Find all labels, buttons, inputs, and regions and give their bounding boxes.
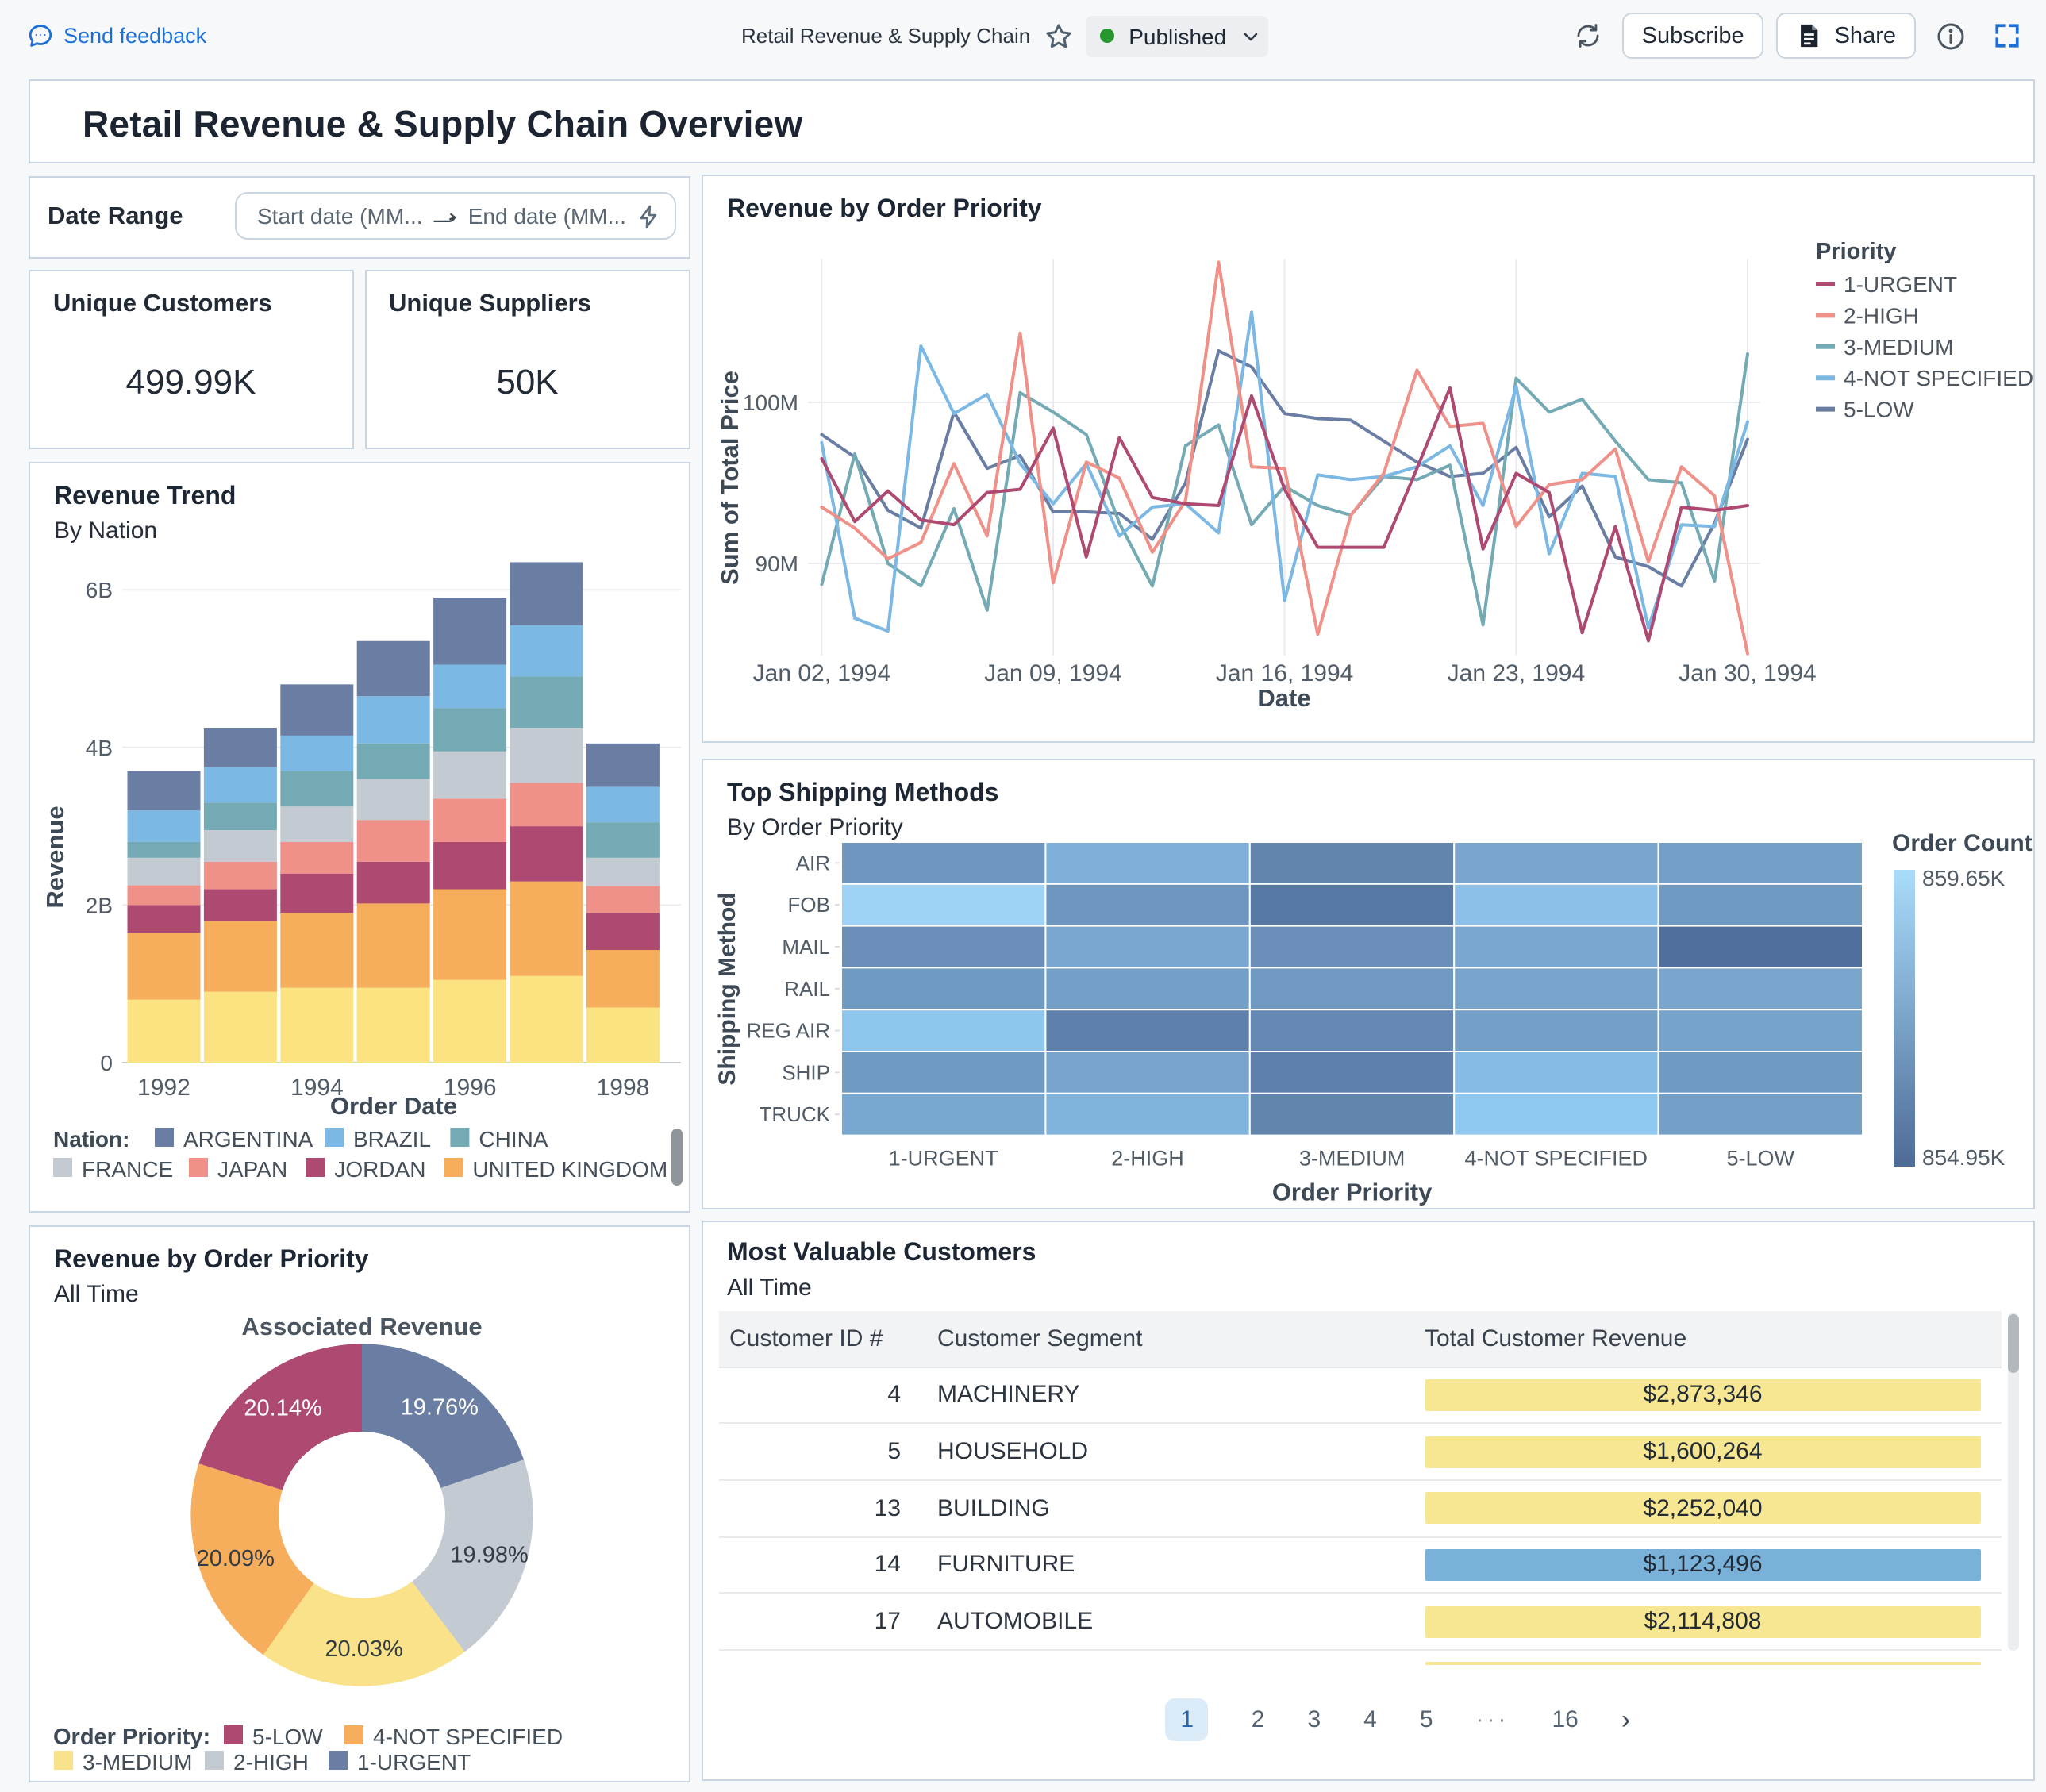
svg-text:MAIL: MAIL — [782, 934, 830, 958]
svg-text:20.14%: 20.14% — [244, 1396, 321, 1421]
svg-text:854.95K: 854.95K — [1922, 1144, 2006, 1169]
svg-text:Order Date: Order Date — [330, 1092, 457, 1120]
svg-text:Nation:: Nation: — [53, 1127, 129, 1152]
svg-text:20.03%: 20.03% — [325, 1636, 402, 1662]
svg-text:19.76%: 19.76% — [401, 1394, 479, 1420]
svg-text:6B: 6B — [86, 578, 113, 602]
svg-text:2-HIGH: 2-HIGH — [1111, 1146, 1184, 1170]
svg-text:BRAZIL: BRAZIL — [353, 1127, 431, 1152]
svg-text:CHINA: CHINA — [479, 1127, 548, 1152]
svg-text:FRANCE: FRANCE — [82, 1157, 173, 1182]
svg-text:RAIL: RAIL — [784, 976, 830, 1000]
svg-text:Jan 23, 1994: Jan 23, 1994 — [1448, 660, 1585, 686]
svg-text:Revenue by Order Priority: Revenue by Order Priority — [727, 194, 1042, 222]
svg-text:4B: 4B — [86, 736, 113, 760]
svg-text:5-LOW: 5-LOW — [1844, 398, 1914, 422]
svg-text:2-HIGH: 2-HIGH — [1844, 303, 1919, 328]
svg-text:Revenue: Revenue — [41, 806, 69, 908]
svg-text:All Time: All Time — [54, 1281, 139, 1307]
svg-text:By Nation: By Nation — [54, 517, 157, 544]
svg-text:100M: 100M — [743, 390, 798, 415]
svg-text:4-NOT SPECIFIED: 4-NOT SPECIFIED — [1844, 366, 2033, 390]
svg-text:4-NOT SPECIFIED: 4-NOT SPECIFIED — [1465, 1146, 1648, 1170]
svg-text:Order Priority: Order Priority — [1272, 1178, 1433, 1206]
svg-text:Jan 02, 1994: Jan 02, 1994 — [753, 660, 890, 686]
svg-text:3-MEDIUM: 3-MEDIUM — [1844, 335, 1953, 360]
svg-text:Date: Date — [1257, 684, 1310, 712]
svg-text:Top Shipping Methods: Top Shipping Methods — [727, 777, 998, 806]
svg-text:90M: 90M — [756, 552, 798, 576]
svg-text:REG AIR: REG AIR — [747, 1018, 830, 1042]
svg-text:UNITED KINGDOM: UNITED KINGDOM — [472, 1157, 667, 1182]
svg-text:3-MEDIUM: 3-MEDIUM — [1299, 1146, 1406, 1170]
svg-text:Jan 30, 1994: Jan 30, 1994 — [1679, 660, 1816, 686]
svg-text:Shipping Method: Shipping Method — [714, 891, 740, 1084]
svg-text:Sum of Total Price: Sum of Total Price — [716, 371, 744, 585]
svg-text:Order Count: Order Count — [1892, 829, 2033, 856]
svg-text:1-URGENT: 1-URGENT — [357, 1750, 471, 1775]
svg-text:859.65K: 859.65K — [1922, 865, 2006, 890]
svg-text:3-MEDIUM: 3-MEDIUM — [83, 1750, 192, 1775]
svg-text:5-LOW: 5-LOW — [1726, 1146, 1794, 1170]
svg-text:4-NOT SPECIFIED: 4-NOT SPECIFIED — [373, 1725, 563, 1749]
svg-text:20.09%: 20.09% — [197, 1546, 275, 1571]
svg-text:FOB: FOB — [788, 892, 830, 916]
svg-text:TRUCK: TRUCK — [759, 1102, 830, 1125]
svg-text:Revenue Trend: Revenue Trend — [54, 481, 236, 510]
svg-text:By Order Priority: By Order Priority — [727, 813, 903, 840]
svg-text:1996: 1996 — [444, 1075, 497, 1101]
svg-text:Priority: Priority — [1816, 239, 1897, 264]
svg-text:Revenue by Order Priority: Revenue by Order Priority — [54, 1244, 369, 1273]
svg-text:AIR: AIR — [796, 850, 830, 874]
svg-text:JORDAN: JORDAN — [334, 1157, 425, 1182]
svg-text:1994: 1994 — [290, 1075, 344, 1101]
svg-text:1992: 1992 — [137, 1075, 190, 1101]
svg-text:19.98%: 19.98% — [450, 1542, 528, 1567]
svg-text:1-URGENT: 1-URGENT — [1844, 272, 1957, 297]
svg-text:2B: 2B — [86, 893, 113, 917]
svg-text:Jan 16, 1994: Jan 16, 1994 — [1216, 660, 1353, 686]
svg-text:2-HIGH: 2-HIGH — [233, 1750, 309, 1775]
svg-text:Jan 09, 1994: Jan 09, 1994 — [984, 660, 1121, 686]
svg-text:ARGENTINA: ARGENTINA — [183, 1127, 313, 1152]
svg-text:JAPAN: JAPAN — [217, 1157, 287, 1182]
svg-text:0: 0 — [100, 1051, 113, 1075]
svg-text:5-LOW: 5-LOW — [252, 1725, 323, 1749]
svg-text:1998: 1998 — [597, 1075, 650, 1101]
svg-text:SHIP: SHIP — [782, 1059, 830, 1083]
svg-text:Associated Revenue: Associated Revenue — [241, 1313, 482, 1340]
svg-text:1-URGENT: 1-URGENT — [889, 1146, 998, 1170]
svg-text:Order Priority:: Order Priority: — [53, 1725, 210, 1750]
